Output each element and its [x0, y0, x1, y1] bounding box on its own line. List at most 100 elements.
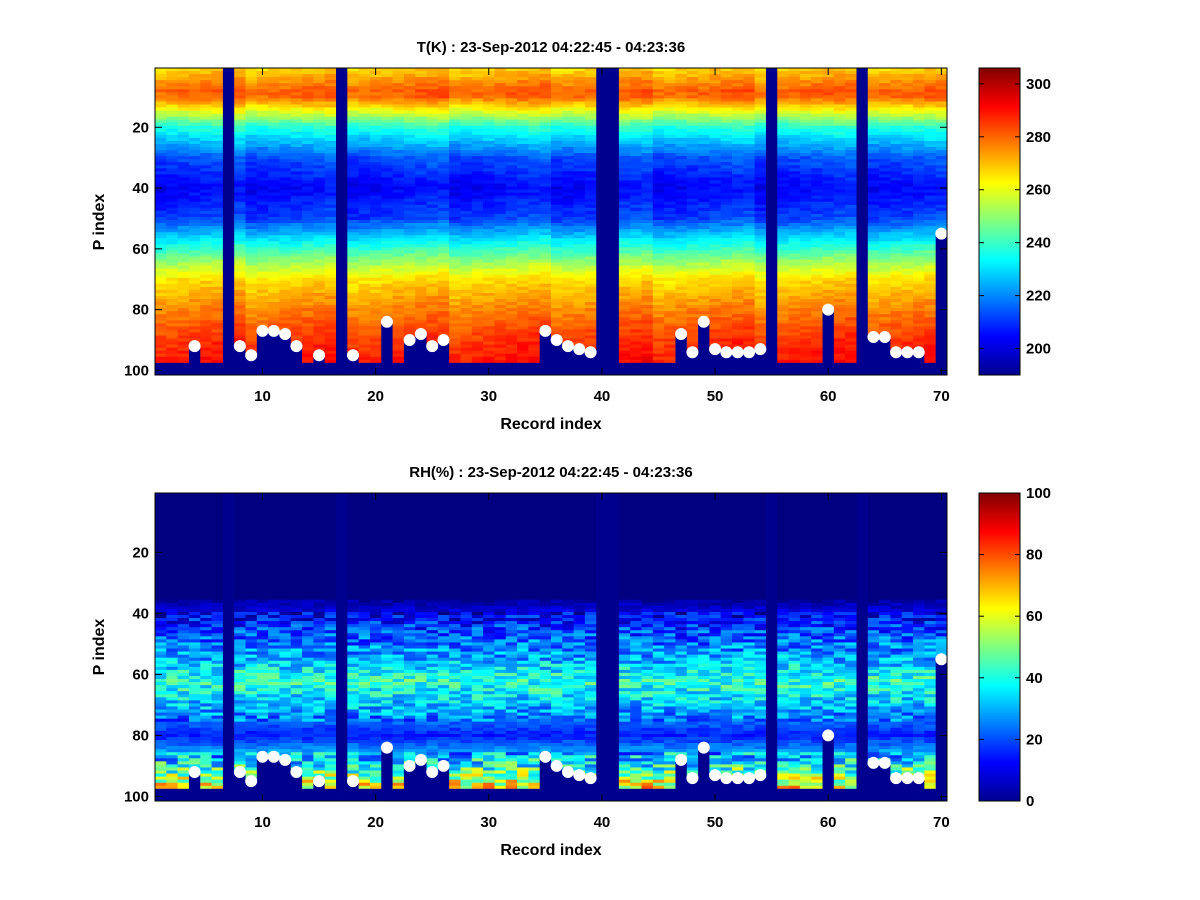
temperature-cell	[618, 68, 631, 72]
temperature-cell	[166, 314, 179, 318]
temperature-cell	[381, 128, 393, 133]
temperature-cell	[494, 159, 507, 163]
temperature-cell	[256, 177, 269, 181]
temperature-cell	[381, 198, 393, 203]
temperature-cell	[584, 113, 597, 118]
temperature-cell	[302, 265, 314, 270]
temperature-cell	[732, 232, 744, 236]
temperature-cell	[403, 238, 416, 242]
temperature-cell	[539, 89, 552, 93]
temperature-cell	[268, 232, 280, 236]
temperature-cell	[290, 189, 303, 194]
temperature-cell	[799, 247, 812, 251]
temperature-cell	[641, 226, 654, 230]
temperature-cell	[358, 335, 371, 339]
temperature-cell	[788, 259, 801, 263]
temperature-cell	[268, 265, 280, 273]
temperature-cell	[517, 107, 529, 111]
temperature-cell	[743, 247, 756, 251]
temperature-cell	[313, 183, 326, 187]
temperature-cell	[539, 165, 552, 169]
temperature-cell	[799, 177, 812, 181]
temperature-cell	[426, 171, 439, 175]
temperature-cell	[652, 68, 665, 72]
temperature-cell	[686, 219, 699, 224]
temperature-cell	[720, 299, 733, 303]
temperature-cell	[652, 226, 665, 230]
temperature-cell	[471, 295, 484, 300]
temperature-record-column	[788, 68, 801, 376]
temperature-cell	[664, 195, 676, 200]
temperature-cell	[788, 83, 801, 87]
temperature-cell	[551, 314, 563, 318]
temperature-cell	[211, 86, 224, 90]
temperature-cell	[732, 153, 744, 157]
temperature-cell	[539, 207, 552, 212]
temperature-cell	[517, 186, 529, 190]
temperature-cell	[177, 356, 190, 361]
temperature-cell	[381, 122, 393, 127]
temperature-cell	[471, 241, 484, 245]
temperature-cell	[551, 280, 563, 285]
temperature-cell	[426, 216, 439, 221]
temperature-cell	[494, 286, 507, 291]
temperature-cell	[494, 353, 507, 358]
temperature-cell	[313, 305, 326, 309]
temperature-cell	[686, 156, 699, 160]
temperature-cell	[505, 128, 518, 133]
temperature-cell	[720, 74, 733, 78]
temperature-cell	[324, 119, 337, 124]
temperature-cell	[211, 183, 224, 187]
temperature-cell	[732, 283, 744, 288]
temperature-cell	[347, 250, 360, 254]
temperature-cell	[347, 265, 360, 270]
temperature-cell	[675, 110, 688, 114]
temperature-cell	[166, 335, 179, 339]
temperature-cell	[618, 295, 631, 300]
temperature-cell	[754, 299, 767, 303]
temperature-cell	[618, 320, 631, 324]
temperature-cell	[449, 71, 461, 75]
temperature-cell	[584, 186, 597, 190]
temperature-cell	[155, 137, 167, 142]
temperature-cell	[551, 232, 563, 236]
temperature-cell	[584, 335, 597, 339]
temperature-cell	[211, 280, 224, 285]
temperature-cell	[641, 92, 654, 96]
temperature-cell	[720, 198, 733, 203]
temperature-cell	[732, 147, 744, 151]
temperature-cell	[302, 326, 314, 330]
temperature-cell	[799, 226, 812, 230]
temperature-cell	[437, 302, 450, 306]
temperature-cell	[664, 268, 676, 273]
temperature-cell	[211, 219, 224, 224]
temperature-cell	[188, 86, 201, 90]
temperature-cell	[347, 119, 360, 124]
temperature-cell	[449, 320, 461, 324]
temperature-cell	[290, 329, 303, 333]
temperature-cell	[471, 207, 484, 212]
temperature-cell	[200, 177, 212, 181]
temperature-cell	[279, 195, 292, 200]
temperature-cell	[641, 271, 654, 276]
temperature-cell	[268, 262, 280, 266]
temperature-cell	[618, 229, 631, 233]
temperature-cell	[426, 116, 439, 121]
temperature-record-column	[698, 68, 710, 376]
temperature-cell	[471, 344, 484, 349]
temperature-cell	[675, 89, 688, 93]
temperature-cell	[392, 116, 405, 121]
temperature-cell	[709, 299, 722, 303]
temperature-cell	[268, 332, 280, 376]
temperature-cell	[686, 207, 699, 212]
temperature-cell	[743, 113, 756, 118]
temperature-cell	[460, 122, 473, 127]
temperature-cell	[754, 314, 767, 318]
temperature-cell	[302, 274, 314, 279]
temperature-cell	[347, 253, 360, 257]
temperature-cell	[483, 147, 495, 151]
temperature-cell	[641, 156, 654, 160]
temperature-cell	[686, 83, 699, 87]
temperature-cell	[539, 116, 552, 121]
temperature-cell	[799, 131, 812, 136]
